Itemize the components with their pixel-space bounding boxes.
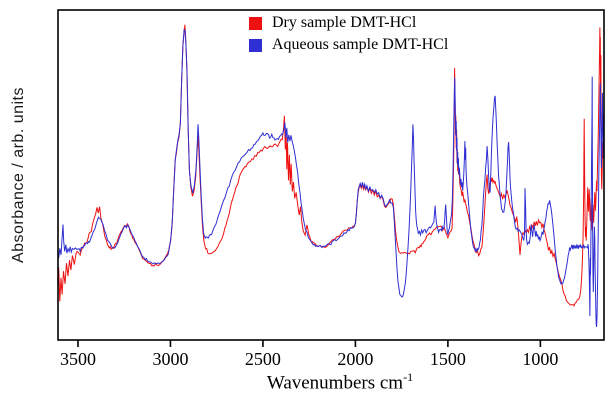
legend-item-dry: Dry sample DMT-HCl	[249, 12, 448, 34]
plot-frame	[57, 9, 605, 341]
x-tick-label: 2000	[337, 349, 373, 369]
aqueous-sample-swatch	[249, 38, 262, 52]
y-axis-label: Absorbance / arb. units	[10, 86, 27, 264]
x-axis-label-superscript: -1	[403, 370, 414, 384]
x-tick-label: 2500	[245, 349, 281, 369]
series-dry-line	[57, 24, 605, 307]
x-axis-label-text: Wavenumbers cm	[266, 372, 404, 394]
legend: Dry sample DMT-HCl Aqueous sample DMT-HC…	[249, 12, 448, 56]
series-aqueous-line	[57, 28, 605, 327]
x-tick-label: 3000	[152, 349, 188, 369]
dry-sample-swatch	[249, 16, 262, 30]
aqueous-sample-label: Aqueous sample DMT-HCl	[272, 36, 449, 53]
legend-item-aqueous: Aqueous sample DMT-HCl	[249, 34, 448, 56]
x-tick-label: 1000	[522, 349, 558, 369]
x-tick-label: 1500	[430, 349, 466, 369]
x-tick-label: 3500	[60, 349, 96, 369]
dry-sample-label: Dry sample DMT-HCl	[272, 14, 417, 31]
x-axis-label: Wavenumbers cm-1	[190, 370, 490, 394]
